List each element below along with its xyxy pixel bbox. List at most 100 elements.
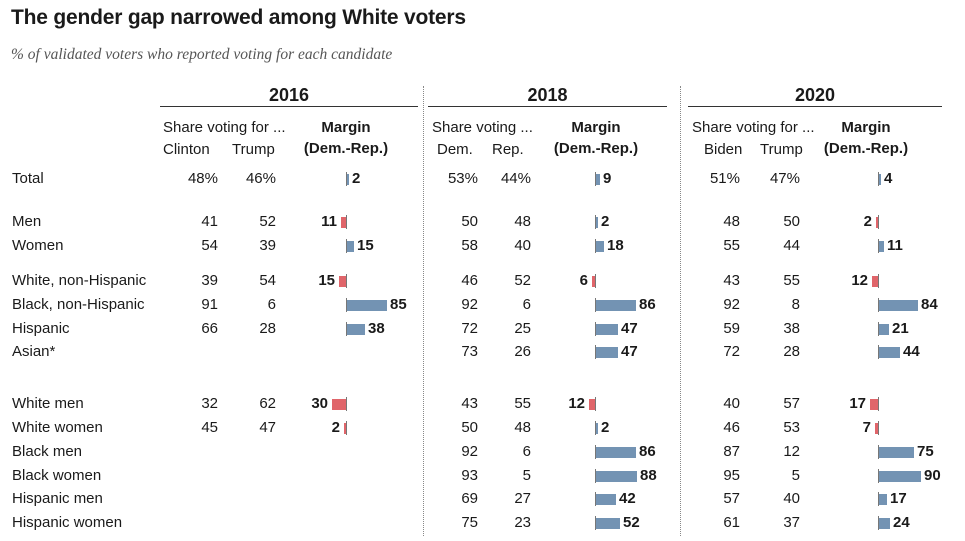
margin-header: Margin (841, 119, 891, 136)
margin-label: 90 (924, 467, 941, 484)
margin-label: 11 (321, 213, 337, 230)
margin-label: 44 (903, 343, 920, 360)
margin-label: 86 (639, 443, 656, 460)
rep-share-value: 40 (514, 237, 531, 254)
chart-title: The gender gap narrowed among White vote… (11, 6, 466, 29)
rep-share-value: 57 (783, 395, 800, 412)
margin-label: 2 (863, 213, 872, 230)
margin-bar-dem (879, 471, 921, 482)
margin-axis (595, 298, 596, 312)
share-header: Share voting for ... (692, 119, 815, 136)
margin-bar-rep (339, 276, 346, 287)
rep-share-value: 44% (500, 170, 531, 187)
dem-share-value: 55 (723, 237, 740, 254)
margin-label: 42 (619, 490, 636, 507)
margin-bar-dem (879, 300, 918, 311)
margin-label: 30 (311, 395, 328, 412)
dem-share-value: 72 (461, 320, 478, 337)
rep-share-value: 48 (514, 213, 531, 230)
rep-share-value: 25 (514, 320, 531, 337)
margin-label: 6 (579, 272, 588, 289)
dem-share-value: 57 (723, 490, 740, 507)
margin-bar-rep (872, 276, 878, 287)
row-label: Black, non-Hispanic (12, 296, 145, 313)
margin-axis (595, 492, 596, 506)
dem-candidate-header: Dem. (437, 141, 473, 158)
rep-share-value: 27 (514, 490, 531, 507)
margin-bar-rep (875, 423, 878, 434)
share-header: Share voting for ... (163, 119, 286, 136)
rep-share-value: 47 (259, 419, 276, 436)
dem-share-value: 43 (461, 395, 478, 412)
row-label: White, non-Hispanic (12, 272, 147, 289)
dem-share-value: 66 (201, 320, 218, 337)
margin-label: 7 (862, 419, 871, 436)
rep-candidate-header: Trump (232, 141, 275, 158)
rep-share-value: 6 (522, 443, 531, 460)
margin-label: 85 (390, 296, 407, 313)
margin-subheader: (Dem.-Rep.) (303, 140, 389, 157)
rep-share-value: 48 (514, 419, 531, 436)
dem-share-value: 93 (461, 467, 478, 484)
margin-bar-dem (879, 324, 889, 335)
dem-share-value: 92 (461, 296, 478, 313)
rep-share-value: 47% (769, 170, 800, 187)
rep-share-value: 8 (791, 296, 800, 313)
margin-bar-dem (596, 423, 598, 434)
margin-bar-rep (876, 217, 878, 228)
dem-share-value: 91 (201, 296, 218, 313)
margin-bar-dem (596, 471, 637, 482)
row-label: Black women (12, 467, 102, 484)
dem-share-value: 92 (461, 443, 478, 460)
margin-label: 18 (607, 237, 624, 254)
margin-axis (595, 345, 596, 359)
margin-axis (878, 445, 879, 459)
year-heading: 2020 (794, 85, 836, 105)
dem-share-value: 32 (201, 395, 218, 412)
margin-bar-rep (332, 399, 346, 410)
margin-label: 24 (893, 514, 910, 531)
dem-share-value: 72 (723, 343, 740, 360)
margin-axis (878, 397, 879, 411)
margin-bar-dem (596, 217, 598, 228)
margin-label: 17 (890, 490, 907, 507)
margin-axis (346, 239, 347, 253)
margin-bar-dem (596, 241, 604, 252)
margin-label: 15 (357, 237, 374, 254)
margin-axis (878, 239, 879, 253)
margin-bar-dem (596, 324, 618, 335)
rep-share-value: 54 (259, 272, 276, 289)
share-header: Share voting ... (432, 119, 533, 136)
margin-bar-rep (592, 276, 595, 287)
margin-bar-dem (879, 174, 881, 185)
margin-axis (878, 172, 879, 186)
margin-axis (595, 322, 596, 336)
dem-share-value: 40 (723, 395, 740, 412)
margin-label: 86 (639, 296, 656, 313)
year-rule (160, 106, 418, 107)
margin-bar-dem (347, 241, 354, 252)
margin-bar-dem (596, 494, 616, 505)
rep-share-value: 26 (514, 343, 531, 360)
margin-axis (878, 421, 879, 435)
margin-label: 2 (601, 213, 610, 230)
margin-label: 52 (623, 514, 640, 531)
row-label: Total (12, 170, 44, 187)
margin-bar-dem (879, 347, 900, 358)
rep-share-value: 55 (514, 395, 531, 412)
rep-share-value: 23 (514, 514, 531, 531)
margin-label: 2 (352, 170, 361, 187)
margin-axis (346, 172, 347, 186)
rep-share-value: 62 (259, 395, 276, 412)
dem-share-value: 46 (461, 272, 478, 289)
margin-label: 11 (887, 237, 903, 254)
row-label: Black men (12, 443, 83, 460)
margin-axis (595, 274, 596, 288)
row-label: Men (12, 213, 42, 230)
margin-bar-dem (879, 518, 890, 529)
margin-bar-rep (344, 423, 346, 434)
rep-share-value: 28 (783, 343, 800, 360)
margin-axis (878, 298, 879, 312)
margin-axis (878, 492, 879, 506)
margin-label: 84 (921, 296, 938, 313)
